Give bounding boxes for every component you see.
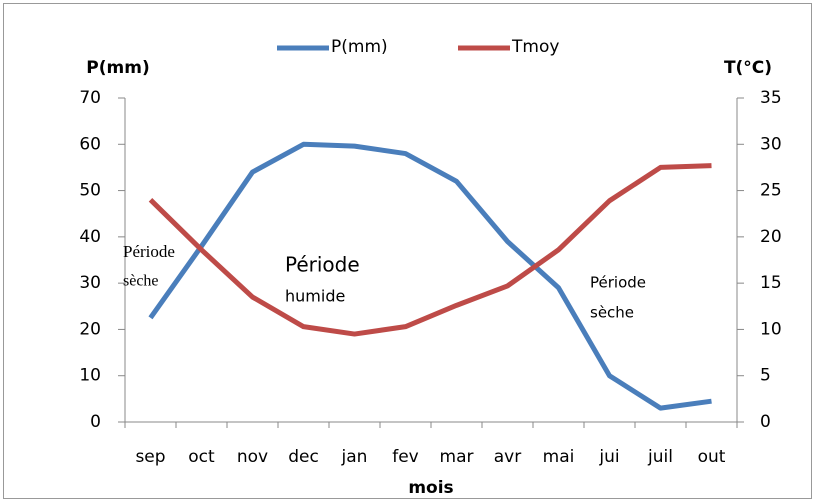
x-tick-label: oct	[188, 447, 215, 467]
x-tick-label: jui	[598, 447, 619, 467]
y-tick-label: 10	[79, 366, 101, 386]
x-tick-label: dec	[288, 447, 319, 467]
x-tick-label: fev	[392, 447, 419, 467]
x-tick-label: out	[698, 447, 726, 467]
x-tick-label: jan	[341, 447, 368, 467]
annotation: Période	[123, 242, 175, 261]
annotation: humide	[285, 287, 345, 306]
y2-tick-label: 25	[760, 181, 782, 201]
x-tick-label: avr	[494, 447, 521, 467]
x-axis-label: mois	[408, 478, 453, 498]
y-tick-label: 60	[79, 134, 101, 154]
y2-tick-label: 0	[760, 412, 771, 432]
legend-label: Tmoy	[511, 37, 559, 57]
annotation: sèche	[123, 273, 159, 290]
y2-tick-label: 20	[760, 227, 782, 247]
y-tick-label: 40	[79, 227, 101, 247]
y2-tick-label: 15	[760, 273, 782, 293]
y2-tick-label: 35	[760, 88, 782, 108]
y2-tick-label: 5	[760, 366, 771, 386]
x-tick-label: sep	[135, 447, 165, 467]
y2-axis-label: T(°C)	[724, 58, 772, 78]
annotation: Période	[590, 274, 646, 292]
x-tick-label: nov	[237, 447, 268, 467]
chart-border	[3, 3, 812, 499]
series-line	[148, 163, 712, 337]
x-tick-label: mai	[543, 447, 575, 467]
y-tick-label: 0	[90, 412, 101, 432]
y-tick-label: 70	[79, 88, 101, 108]
annotation: sèche	[590, 304, 634, 322]
y2-tick-label: 30	[760, 134, 782, 154]
y-tick-label: 20	[79, 319, 101, 339]
legend-label: P(mm)	[331, 37, 388, 57]
y-tick-label: 30	[79, 273, 101, 293]
x-tick-label: juil	[647, 447, 673, 467]
y-axis-label: P(mm)	[86, 58, 149, 78]
y-tick-label: 50	[79, 181, 101, 201]
x-tick-label: mar	[440, 447, 474, 467]
annotation: Période	[285, 253, 360, 277]
series-line	[148, 141, 712, 411]
y2-tick-label: 10	[760, 319, 782, 339]
